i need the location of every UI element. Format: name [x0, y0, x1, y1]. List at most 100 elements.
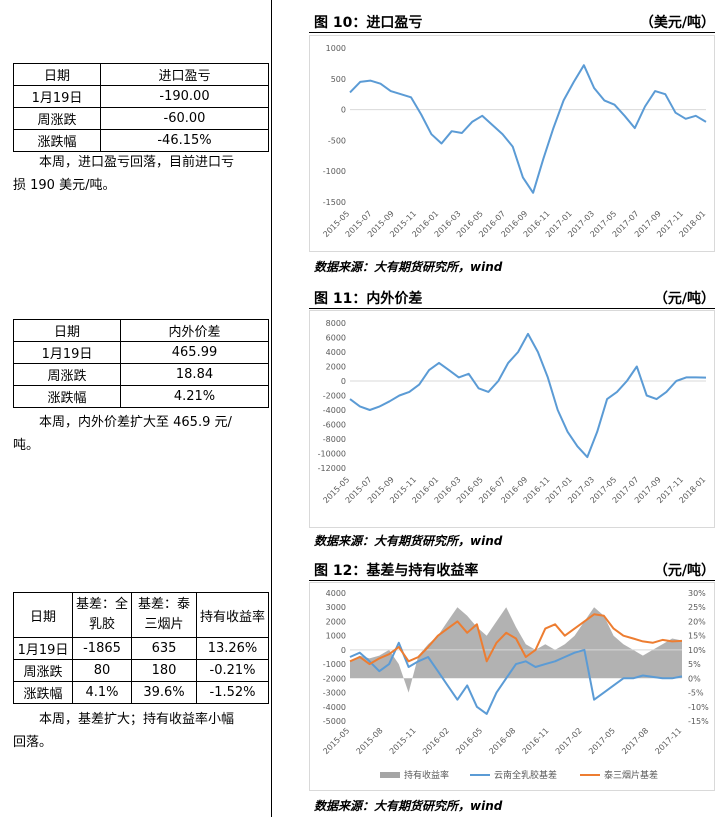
basis-table: 日期 基差：全乳胶 基差：泰三烟片 持有收益率 1月19日 -1865 635 13.…: [13, 592, 269, 704]
figure-12-source: 数据来源：大有期货研究所，wind: [314, 799, 503, 813]
y-tick-label-left: 3000: [326, 603, 346, 612]
table-row: 涨跌幅 -46.15%: [13, 129, 269, 152]
y-tick-label: -6000: [323, 421, 346, 430]
rss3-basis-line: [349, 613, 683, 666]
note-line: 吨。: [13, 438, 40, 453]
table-cell: -46.15%: [100, 129, 269, 152]
x-tick-label: 2015-05: [321, 726, 351, 756]
import-profit-line: [349, 64, 707, 194]
note-line: 损 190 美元/吨。: [13, 178, 116, 193]
y-tick-label-left: -1000: [323, 660, 346, 669]
y-tick-label-right: -15%: [688, 717, 709, 726]
y-tick-label: 0: [341, 106, 346, 115]
x-tick-label: 2017-05: [587, 726, 617, 756]
price-spread-note: 本周，内外价差扩大至 465.9 元/ 吨。: [13, 411, 269, 457]
table-row: 1月19日 -190.00: [13, 85, 269, 108]
figure-10-source: 数据来源：大有期货研究所，wind: [314, 260, 503, 274]
table-cell: 4.1%: [72, 681, 132, 704]
table-row: 日期 基差：全乳胶 基差：泰三烟片 持有收益率: [13, 592, 269, 638]
y-tick-label: 4000: [326, 348, 346, 357]
table-cell: 日期: [13, 319, 121, 342]
figure-12-unit: （元/吨）: [653, 563, 715, 579]
table-cell: 13.26%: [196, 637, 269, 660]
figure-10-chart: 1000 500 0 -500 -1000 -1500 2015-05 2015-07 2015…: [309, 35, 715, 252]
table-cell: -60.00: [100, 107, 269, 130]
x-tick-label: 2016-08: [487, 726, 517, 756]
table-cell: 涨跌幅: [13, 385, 121, 408]
table-row: 1月19日 465.99: [13, 341, 269, 364]
legend-holding-yield-swatch: [380, 772, 400, 778]
price-spread-chart-svg: 8000 6000 4000 2000 0 -2000 -4000 -6000 -8000 -10…: [318, 319, 708, 505]
table-cell: 18.84: [120, 363, 269, 386]
basis-note: 本周，基差扩大；持有收益率小幅 回落。: [13, 708, 269, 754]
y-tick-label: -1000: [323, 167, 346, 176]
y-tick-label: 2000: [326, 363, 346, 372]
table-cell: 内外价差: [120, 319, 269, 342]
import-profit-table: 日期 进口盈亏 1月19日 -190.00 周涨跌 -60.00 涨跌幅 -46.15%: [13, 63, 269, 152]
table-row: 周涨跌 80 180 -0.21%: [13, 659, 269, 682]
y-tick-label-left: 0: [341, 646, 346, 655]
import-profit-chart-svg: 10005000-500-1000-15002015-052015-072015…: [321, 44, 707, 239]
import-profit-note: 本周，进口盈亏回落，目前进口亏 损 190 美元/吨。: [13, 151, 269, 197]
table-cell: 基差：泰三烟片: [131, 592, 197, 638]
table-cell: 180: [131, 659, 197, 682]
table-cell: 635: [131, 637, 197, 660]
y-tick-label-right: 25%: [688, 603, 706, 612]
y-tick-label: 8000: [326, 319, 346, 328]
x-tick-label: 2015-08: [355, 726, 385, 756]
x-tick-label: 2017-02: [554, 726, 584, 756]
legend-yunnan-latex-basis-label: 云南全乳胶基差: [494, 769, 557, 781]
table-cell: -1865: [72, 637, 132, 660]
y-tick-label-left: -4000: [323, 703, 346, 712]
note-line: 本周，进口盈亏回落，目前进口亏: [39, 155, 235, 170]
y-tick-label-right: 5%: [688, 660, 701, 669]
table-cell: 日期: [13, 592, 73, 638]
x-tick-label: 2016-02: [421, 726, 451, 756]
y-tick-label-right: 30%: [688, 589, 706, 598]
table-row: 涨跌幅 4.1% 39.6% -1.52%: [13, 681, 269, 704]
table-row: 日期 内外价差: [13, 319, 269, 342]
y-tick-label-left: -3000: [323, 689, 346, 698]
y-tick-label-right: 15%: [688, 632, 706, 641]
table-cell: 465.99: [120, 341, 269, 364]
y-tick-label: 1000: [326, 44, 346, 53]
x-tick-label: 2016-11: [521, 726, 551, 756]
table-cell: 80: [72, 659, 132, 682]
y-tick-label: 6000: [326, 334, 346, 343]
y-tick-label: -500: [328, 136, 346, 145]
figure-11-title: 图 11：内外价差: [314, 291, 423, 307]
y-tick-label-right: 0%: [688, 674, 701, 683]
y-tick-label-left: 4000: [326, 589, 346, 598]
y-tick-label-right: 20%: [688, 617, 706, 626]
yunnan-latex-basis-line: [349, 641, 683, 715]
figure-12-title: 图 12：基差与持有收益率: [314, 563, 479, 579]
x-tick-label: 2017-08: [620, 726, 650, 756]
figure-10-rule: [309, 32, 715, 33]
table-row: 涨跌幅 4.21%: [13, 385, 269, 408]
y-tick-label: -8000: [323, 435, 346, 444]
table-row: 1月19日 -1865 635 13.26%: [13, 637, 269, 660]
table-cell: 涨跌幅: [13, 681, 73, 704]
column-divider: [271, 0, 272, 817]
table-cell: 基差：全乳胶: [72, 592, 132, 638]
note-line: 本周，基差扩大；持有收益率小幅: [39, 712, 235, 727]
table-cell: 39.6%: [131, 681, 197, 704]
y-tick-label-right: -5%: [688, 689, 704, 698]
table-cell: -1.52%: [196, 681, 269, 704]
y-tick-label: -2000: [323, 392, 346, 401]
table-row: 周涨跌 18.84: [13, 363, 269, 386]
table-cell: 周涨跌: [13, 363, 121, 386]
y-tick-label-left: 1000: [326, 632, 346, 641]
figure-11-unit: （元/吨）: [653, 291, 715, 307]
y-tick-label: 0: [341, 377, 346, 386]
table-cell: 进口盈亏: [100, 63, 269, 86]
y-tick-label: -1500: [323, 198, 346, 207]
x-tick-label: 2017-11: [653, 726, 683, 756]
note-line: 回落。: [13, 735, 53, 750]
table-cell: 周涨跌: [13, 107, 101, 130]
y-tick-label-right: 10%: [688, 646, 706, 655]
y-tick-label-left: -5000: [323, 717, 346, 726]
table-cell: 涨跌幅: [13, 129, 101, 152]
note-line: 本周，内外价差扩大至 465.9 元/: [39, 415, 232, 430]
table-cell: 持有收益率: [196, 592, 269, 638]
